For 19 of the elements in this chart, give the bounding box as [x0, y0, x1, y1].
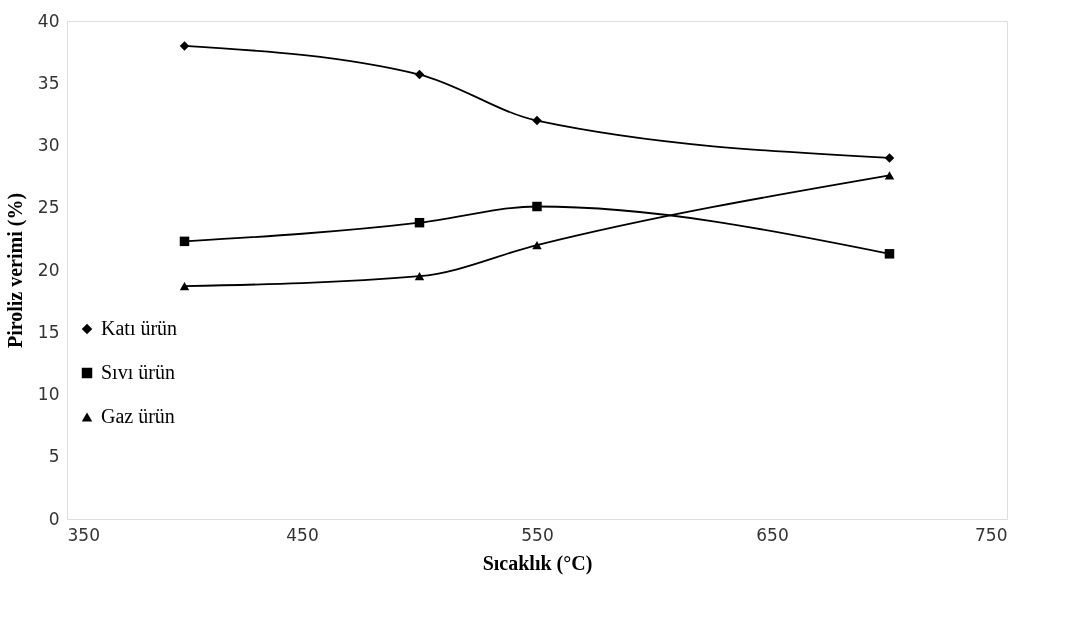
- y-tick-label: 35: [37, 72, 60, 93]
- x-tick-label: 350: [67, 524, 100, 545]
- x-axis-title: Sıcaklık (°C): [482, 551, 593, 575]
- y-tick-label: 20: [37, 259, 60, 280]
- x-tick-label: 550: [521, 524, 554, 545]
- y-axis-title: Piroliz verimi (%): [3, 192, 27, 349]
- y-tick-label: 15: [37, 321, 60, 342]
- x-tick-label: 750: [975, 524, 1008, 545]
- x-tick-label: 450: [286, 524, 319, 545]
- legend-label: Katı ürün: [101, 317, 178, 339]
- legend-label: Sıvı ürün: [101, 361, 175, 383]
- y-tick-label: 25: [37, 197, 60, 218]
- x-tick-label: 650: [756, 524, 789, 545]
- y-tick-label: 30: [37, 135, 60, 155]
- y-tick-label: 40: [37, 10, 60, 31]
- y-tick-label: 10: [37, 384, 60, 404]
- legend-label: Gaz ürün: [101, 405, 175, 427]
- y-tick-label: 0: [48, 508, 60, 529]
- y-tick-label: 5: [48, 446, 60, 467]
